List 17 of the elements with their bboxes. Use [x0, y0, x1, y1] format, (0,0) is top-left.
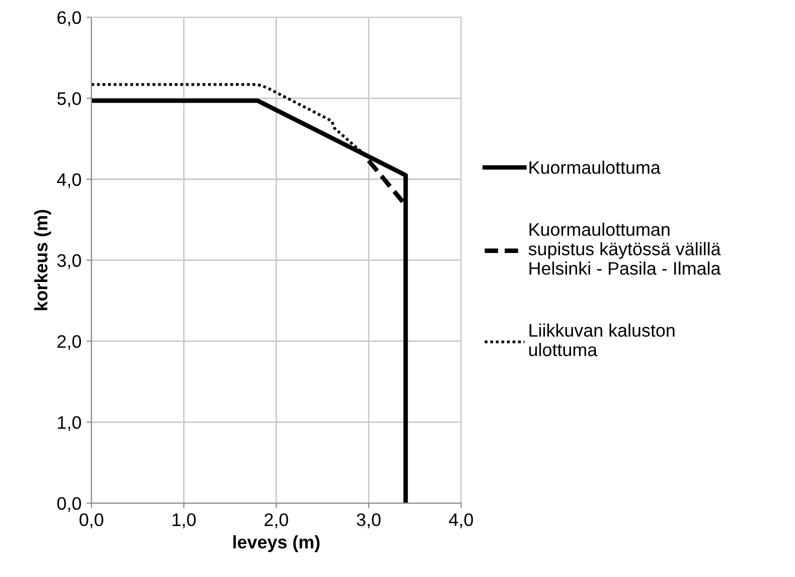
x-tick-label: 3,0 [356, 513, 381, 528]
y-tick-label: 5,0 [57, 92, 81, 108]
x-tick-label: 2,0 [264, 513, 288, 528]
x-tick-label: 4,0 [448, 513, 473, 528]
y-tick-label: 4,0 [57, 173, 81, 188]
y-tick-label: 1,0 [58, 416, 81, 432]
y-tick-label: 0,0 [57, 497, 81, 512]
y-tick-label: 6,0 [58, 11, 81, 26]
legend-label: Kuormaulottuman supistus käytössä välillä Helsinki - Pasila - Ilmala [528, 222, 721, 275]
y-tick-label: 3,0 [57, 254, 81, 270]
y-axis-title: korkeus (m) [34, 210, 52, 310]
x-axis-title: leveys (m) [233, 535, 320, 552]
x-tick-label: 0,0 [80, 513, 104, 528]
legend-label: Kuormaulottuma [530, 160, 661, 174]
y-tick-label: 2,0 [58, 335, 81, 350]
x-tick-label: 1,0 [172, 513, 196, 528]
legend-label: Liikkuvan kaluston ulottuma [529, 324, 674, 356]
